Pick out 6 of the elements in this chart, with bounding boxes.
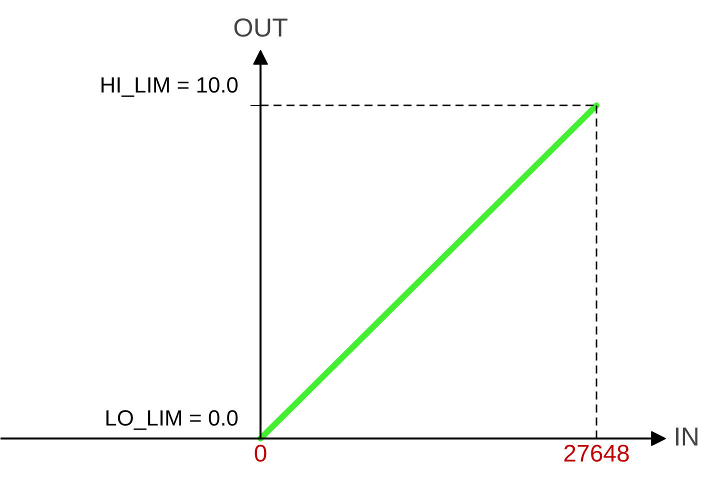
y-axis-title: OUT bbox=[233, 12, 288, 42]
x-axis-title: IN bbox=[674, 422, 700, 452]
x-tick-label: 0 bbox=[254, 440, 268, 468]
x-tick-label: 27648 bbox=[563, 440, 630, 468]
y-tick-label: HI_LIM = 10.0 bbox=[100, 72, 239, 98]
y-tick-label: LO_LIM = 0.0 bbox=[104, 406, 239, 431]
